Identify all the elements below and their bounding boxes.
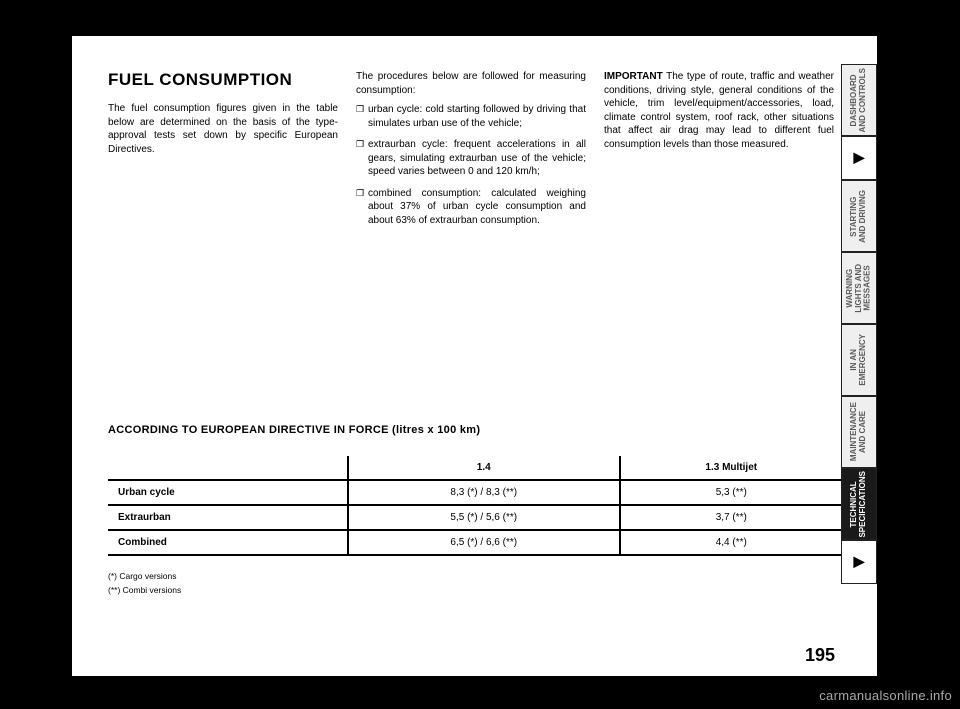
list-item: combined consumption: calculated weighin… (356, 187, 586, 228)
section-tab: STARTING AND DRIVING (841, 180, 877, 252)
list-item: urban cycle: cold starting followed by d… (356, 103, 586, 130)
tab-spacer: ▶ (841, 540, 877, 584)
column-3: IMPORTANT The type of route, traffic and… (604, 70, 834, 235)
tab-arrow-icon: ▶ (854, 554, 865, 569)
table-cell: 8,3 (*) / 8,3 (**) (348, 480, 620, 505)
table-cell: 5,5 (*) / 5,6 (**) (348, 505, 620, 530)
table-title: ACCORDING TO EUROPEAN DIRECTIVE IN FORCE… (108, 424, 842, 436)
table-footnotes: (*) Cargo versions (**) Combi versions (108, 570, 842, 597)
column-1: FUEL CONSUMPTION The fuel consumption fi… (108, 70, 338, 235)
table-row: Extraurban5,5 (*) / 5,6 (**)3,7 (**) (108, 505, 842, 530)
table-cell: 5,3 (**) (620, 480, 843, 505)
footnote: (*) Cargo versions (108, 570, 842, 584)
footnote: (**) Combi versions (108, 584, 842, 598)
text-columns: FUEL CONSUMPTION The fuel consumption fi… (108, 70, 842, 235)
table-row: Urban cycle8,3 (*) / 8,3 (**)5,3 (**) (108, 480, 842, 505)
consumption-table: 1.4 1.3 Multijet Urban cycle8,3 (*) / 8,… (108, 456, 842, 556)
tab-label: MAINTENANCE AND CARE (850, 402, 868, 461)
section-tab: DASHBOARD AND CONTROLS (841, 64, 877, 136)
list-item: extraurban cycle: frequent accelerations… (356, 138, 586, 179)
table-cell: Extraurban (108, 505, 348, 530)
manual-page: FUEL CONSUMPTION The fuel consumption fi… (72, 36, 877, 676)
table-section: ACCORDING TO EUROPEAN DIRECTIVE IN FORCE… (108, 424, 842, 597)
procedures-intro: The procedures below are followed for me… (356, 70, 586, 97)
tab-label: STARTING AND DRIVING (850, 190, 868, 243)
tab-label: WARNING LIGHTS AND MESSAGES (846, 264, 872, 313)
tab-label: IN AN EMERGENCY (850, 334, 868, 386)
section-tab: IN AN EMERGENCY (841, 324, 877, 396)
tab-label: TECHNICAL SPECIFICATIONS (850, 471, 868, 538)
tab-spacer: ▶ (841, 136, 877, 180)
tab-arrow-icon: ▶ (854, 150, 865, 165)
important-text: The type of route, traffic and weather c… (604, 71, 834, 150)
page-heading: FUEL CONSUMPTION (108, 70, 338, 90)
table-cell: 6,5 (*) / 6,6 (**) (348, 530, 620, 555)
column-2: The procedures below are followed for me… (356, 70, 586, 235)
content-area: FUEL CONSUMPTION The fuel consumption fi… (108, 70, 842, 235)
table-cell: Combined (108, 530, 348, 555)
table-row: Combined6,5 (*) / 6,6 (**)4,4 (**) (108, 530, 842, 555)
section-tab: WARNING LIGHTS AND MESSAGES (841, 252, 877, 324)
important-note: IMPORTANT The type of route, traffic and… (604, 70, 834, 151)
procedures-list: urban cycle: cold starting followed by d… (356, 103, 586, 227)
table-header (108, 456, 348, 480)
intro-paragraph: The fuel consumption figures given in th… (108, 102, 338, 156)
table-header: 1.3 Multijet (620, 456, 843, 480)
table-cell: 3,7 (**) (620, 505, 843, 530)
table-cell: Urban cycle (108, 480, 348, 505)
important-label: IMPORTANT (604, 71, 663, 82)
table-header-row: 1.4 1.3 Multijet (108, 456, 842, 480)
table-header: 1.4 (348, 456, 620, 480)
side-tabs: DASHBOARD AND CONTROLS ▶ STARTING AND DRIV… (841, 36, 877, 676)
table-cell: 4,4 (**) (620, 530, 843, 555)
tab-label: DASHBOARD AND CONTROLS (850, 68, 868, 132)
section-tab: TECHNICAL SPECIFICATIONS (841, 468, 877, 540)
section-tab: MAINTENANCE AND CARE (841, 396, 877, 468)
watermark-text: carmanualsonline.info (819, 688, 952, 703)
page-number: 195 (805, 645, 835, 666)
